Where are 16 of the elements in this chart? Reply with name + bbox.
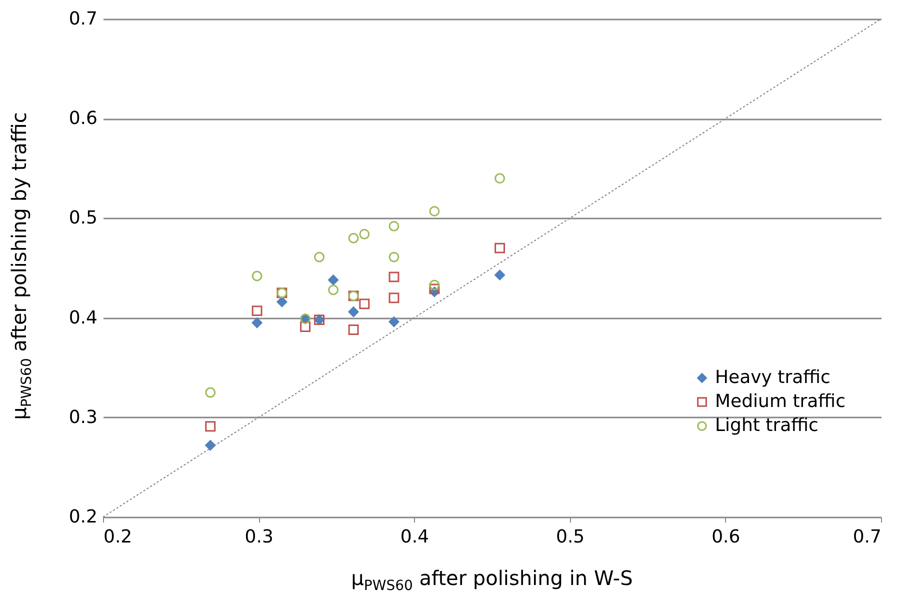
legend-label: Medium traffic	[715, 391, 846, 412]
x-tick-label: 0.4	[400, 526, 430, 548]
x-tick-label: 0.3	[244, 526, 274, 548]
y-tick-label: 0.6	[68, 108, 98, 130]
y-tick-label: 0.7	[68, 8, 98, 30]
x-tick-label: 0.6	[712, 526, 740, 548]
x-tick-label: 0.7	[852, 526, 882, 548]
x-axis-title: μ$_{PWS60}$ after polishing in W-S	[350, 566, 634, 594]
x-tick-label: 0.2	[104, 526, 132, 548]
y-tick-label: 0.4	[68, 307, 98, 328]
x-tick-label: 0.5	[556, 526, 585, 548]
legend-label: Light traffic	[715, 415, 818, 436]
legend-label: Heavy traffic	[715, 367, 830, 388]
y-tick-label: 0.3	[68, 406, 98, 428]
y-tick-label: 0.2	[68, 506, 98, 528]
y-tick-label: 0.5	[68, 208, 98, 229]
